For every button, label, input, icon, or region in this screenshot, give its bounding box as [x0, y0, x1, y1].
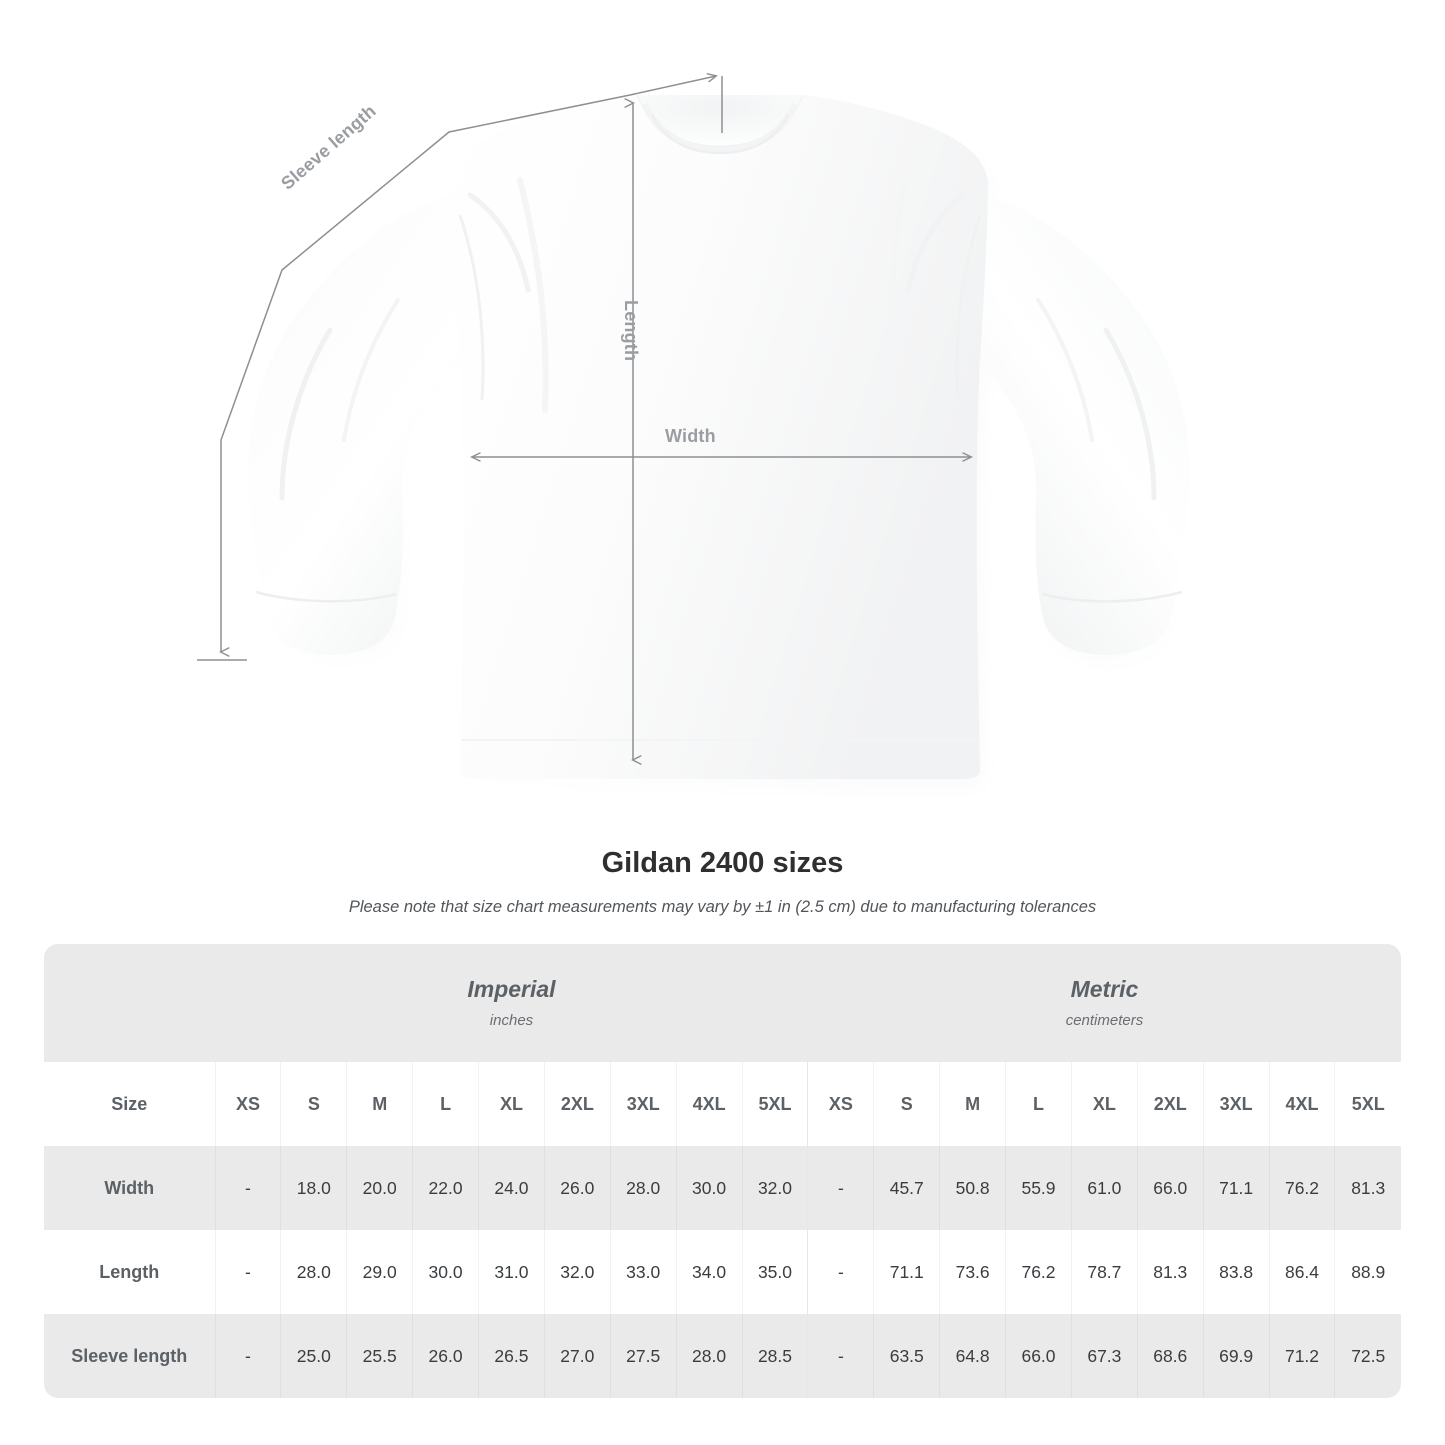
size-chart-table: Imperial inches Metric centimeters Size XS S M L… [44, 944, 1401, 1398]
cell-width-imperial-4xl: 30.0 [675, 1146, 743, 1230]
size-header-row: Size XS S M L XL 2XL 3XL 4XL 5XL XS S M L XL 2XL 3XL 4XL 5… [44, 1062, 1401, 1146]
cell-width-metric-2xl: 66.0 [1136, 1146, 1204, 1230]
size-header-metric-xs: XS [807, 1062, 874, 1146]
unit-imperial-sub: inches [489, 1012, 534, 1029]
cell-sleeve-length-metric-l: 66.0 [1005, 1314, 1072, 1398]
size-header-imperial-5xl: 5XL [741, 1062, 808, 1146]
cell-length-imperial-4xl: 34.0 [675, 1230, 743, 1314]
unit-banner-spacer [44, 944, 216, 1062]
size-header-metric-2xl: 2XL [1136, 1062, 1204, 1146]
cell-sleeve-length-metric-3xl: 69.9 [1202, 1314, 1270, 1398]
unit-metric-sub: centimeters [1065, 1012, 1144, 1029]
size-chart-table-container: Imperial inches Metric centimeters Size XS S M L… [44, 944, 1401, 1398]
cell-length-imperial-m: 29.0 [346, 1230, 413, 1314]
size-header-metric-xl: XL [1070, 1062, 1138, 1146]
cell-length-metric-xl: 78.7 [1070, 1230, 1138, 1314]
garment-diagram: Sleeve length Length Width [197, 0, 1190, 779]
cell-length-imperial-5xl: 35.0 [741, 1230, 808, 1314]
cell-width-metric-xl: 61.0 [1070, 1146, 1138, 1230]
table-row-width: Width -18.0 20.0 22.0 24.0 26.0 28.0 30.0 32.0-4… [44, 1146, 1401, 1230]
cell-sleeve-length-imperial-5xl: 28.5 [741, 1314, 808, 1398]
width-dimension-label: Width [665, 426, 716, 446]
cell-width-metric-m: 50.8 [939, 1146, 1006, 1230]
cell-length-metric-l: 76.2 [1005, 1230, 1072, 1314]
unit-imperial-cell: Imperial inches [215, 944, 808, 1062]
cell-width-imperial-l: 22.0 [412, 1146, 479, 1230]
cell-sleeve-length-metric-m: 64.8 [939, 1314, 1006, 1398]
size-header-imperial-xl: XL [478, 1062, 545, 1146]
cell-sleeve-length-imperial-l: 26.0 [412, 1314, 479, 1398]
size-header-metric-l: L [1005, 1062, 1072, 1146]
cell-width-metric-xs: - [807, 1146, 874, 1230]
row-label-width: Width [44, 1146, 216, 1230]
unit-metric-cell: Metric centimeters [807, 944, 1401, 1062]
size-header-imperial-m: M [346, 1062, 413, 1146]
cell-width-metric-5xl: 81.3 [1334, 1146, 1401, 1230]
size-header-metric-4xl: 4XL [1268, 1062, 1335, 1146]
cell-length-metric-m: 73.6 [939, 1230, 1006, 1314]
cell-sleeve-length-imperial-xl: 26.5 [478, 1314, 545, 1398]
cell-length-metric-5xl: 88.9 [1334, 1230, 1401, 1314]
size-header-imperial-2xl: 2XL [543, 1062, 611, 1146]
cell-length-metric-xs: - [807, 1230, 874, 1314]
title-block: Gildan 2400 sizes Please note that size … [0, 845, 1445, 918]
size-header-metric-3xl: 3XL [1202, 1062, 1270, 1146]
cell-length-imperial-2xl: 32.0 [543, 1230, 611, 1314]
size-header-metric-m: M [939, 1062, 1006, 1146]
cell-sleeve-length-metric-xl: 67.3 [1070, 1314, 1138, 1398]
cell-width-metric-l: 55.9 [1005, 1146, 1072, 1230]
garment-illustration [197, 0, 1190, 779]
length-dimension-label: Length [621, 300, 641, 362]
size-header-imperial-l: L [412, 1062, 479, 1146]
cell-sleeve-length-metric-2xl: 68.6 [1136, 1314, 1204, 1398]
cell-width-metric-3xl: 71.1 [1202, 1146, 1270, 1230]
size-corner-label: Size [44, 1062, 216, 1146]
table-row-sleeve-length: Sleeve length -25.0 25.5 26.0 26.5 27.0 27.5 28… [44, 1314, 1401, 1398]
cell-length-metric-3xl: 83.8 [1202, 1230, 1270, 1314]
cell-sleeve-length-metric-5xl: 72.5 [1334, 1314, 1401, 1398]
cell-sleeve-length-imperial-2xl: 27.0 [543, 1314, 611, 1398]
tolerance-note: Please note that size chart measurements… [348, 898, 1097, 916]
cell-length-metric-4xl: 86.4 [1268, 1230, 1335, 1314]
cell-sleeve-length-imperial-4xl: 28.0 [675, 1314, 743, 1398]
cell-sleeve-length-imperial-s: 25.0 [280, 1314, 347, 1398]
cell-length-metric-2xl: 81.3 [1136, 1230, 1204, 1314]
cell-sleeve-length-metric-4xl: 71.2 [1268, 1314, 1335, 1398]
cell-length-metric-s: 71.1 [873, 1230, 940, 1314]
table-row-length: Length -28.0 29.0 30.0 31.0 32.0 33.0 34.0 35.0-… [44, 1230, 1401, 1314]
cell-width-imperial-2xl: 26.0 [543, 1146, 611, 1230]
cell-sleeve-length-metric-s: 63.5 [873, 1314, 940, 1398]
size-header-imperial-3xl: 3XL [609, 1062, 677, 1146]
cell-sleeve-length-imperial-xs: - [214, 1314, 281, 1398]
row-label-sleeve-length: Sleeve length [44, 1314, 216, 1398]
size-header-metric-5xl: 5XL [1334, 1062, 1401, 1146]
cell-width-imperial-xs: - [214, 1146, 281, 1230]
size-header-metric-s: S [873, 1062, 940, 1146]
cell-width-imperial-m: 20.0 [346, 1146, 413, 1230]
cell-length-imperial-xs: - [214, 1230, 281, 1314]
cell-length-imperial-l: 30.0 [412, 1230, 479, 1314]
cell-width-imperial-3xl: 28.0 [609, 1146, 677, 1230]
row-label-length: Length [44, 1230, 216, 1314]
unit-imperial-name: Imperial [467, 976, 556, 1002]
size-header-imperial-s: S [280, 1062, 347, 1146]
unit-banner-row: Imperial inches Metric centimeters [44, 944, 1401, 1062]
cell-sleeve-length-imperial-m: 25.5 [346, 1314, 413, 1398]
size-header-imperial-4xl: 4XL [675, 1062, 743, 1146]
cell-length-imperial-xl: 31.0 [478, 1230, 545, 1314]
cell-width-metric-4xl: 76.2 [1268, 1146, 1335, 1230]
measurement-guides [197, 76, 971, 760]
cell-width-imperial-s: 18.0 [280, 1146, 347, 1230]
cell-width-metric-s: 45.7 [873, 1146, 940, 1230]
cell-length-imperial-s: 28.0 [280, 1230, 347, 1314]
cell-width-imperial-xl: 24.0 [478, 1146, 545, 1230]
cell-sleeve-length-imperial-3xl: 27.5 [609, 1314, 677, 1398]
size-header-imperial-xs: XS [214, 1062, 281, 1146]
page-title: Gildan 2400 sizes [601, 847, 844, 879]
cell-length-imperial-3xl: 33.0 [609, 1230, 677, 1314]
cell-sleeve-length-metric-xs: - [807, 1314, 874, 1398]
unit-metric-name: Metric [1070, 976, 1139, 1002]
cell-width-imperial-5xl: 32.0 [741, 1146, 808, 1230]
